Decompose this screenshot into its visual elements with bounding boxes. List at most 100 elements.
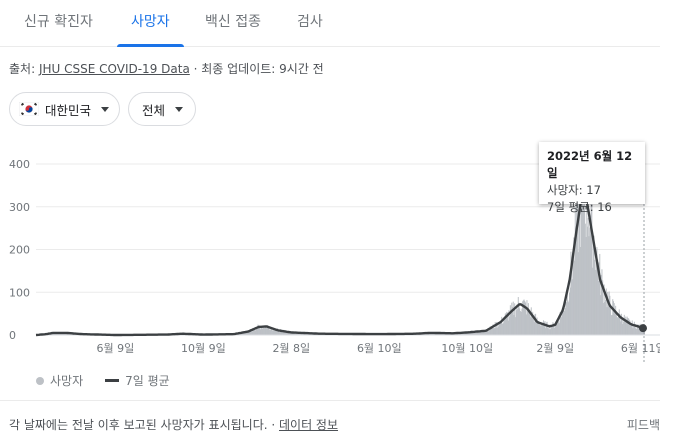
tooltip-date: 2022년 6월 12일 <box>547 149 633 180</box>
bar <box>243 332 245 335</box>
bar <box>623 321 625 335</box>
bar <box>538 324 540 335</box>
bar <box>548 328 550 335</box>
bar <box>59 333 61 335</box>
bar <box>478 331 480 335</box>
data-info-link[interactable]: 데이터 정보 <box>279 418 339 432</box>
bar <box>624 319 626 335</box>
bar <box>587 226 589 335</box>
bar <box>481 330 483 335</box>
bar <box>429 333 431 335</box>
bar <box>598 262 600 335</box>
footnote-text: 각 날짜에는 전날 이후 보고된 사망자가 표시됩니다. · <box>9 418 279 432</box>
bar <box>593 235 595 335</box>
y-tick-label: 400 <box>9 158 30 171</box>
bar <box>489 326 491 335</box>
bar <box>524 300 526 335</box>
bar <box>580 162 582 335</box>
bar <box>263 328 265 335</box>
bar <box>562 306 564 335</box>
bar <box>63 333 65 335</box>
bar <box>486 330 488 335</box>
bar <box>630 325 632 335</box>
bar <box>547 327 549 335</box>
tab-new-cases[interactable]: 신규 확진자 <box>24 14 93 30</box>
bar <box>494 322 496 335</box>
bar <box>632 328 634 335</box>
bar <box>471 331 473 335</box>
bar <box>276 328 278 335</box>
bar <box>568 292 570 335</box>
bar <box>509 305 511 335</box>
bar <box>640 328 642 335</box>
bar <box>577 252 579 335</box>
bar <box>610 315 612 335</box>
x-tick-label: 6월 11일 <box>621 341 660 355</box>
tab-vaccinations[interactable]: 백신 접종 <box>205 14 261 30</box>
tab-testing[interactable]: 검사 <box>297 14 323 30</box>
bar <box>504 319 506 335</box>
footnote: 각 날짜에는 전날 이후 보고된 사망자가 표시됩니다. · 데이터 정보 <box>9 416 338 433</box>
bar <box>523 299 525 335</box>
bar <box>556 322 558 335</box>
bar <box>519 308 521 335</box>
bar <box>492 324 494 335</box>
bar <box>571 270 573 335</box>
deaths-chart[interactable]: 0 100 200 300 400 6월 9일 10월 9일 2월 8일 6월 10일 10월 1… <box>0 140 660 362</box>
region-dropdown[interactable]: 대한민국 <box>9 92 120 126</box>
bar <box>522 301 524 335</box>
region-label: 대한민국 <box>45 102 92 118</box>
bar <box>576 192 578 335</box>
tab-deaths[interactable]: 사망자 <box>117 0 184 47</box>
bar <box>628 318 630 335</box>
legend-bars-label: 사망자 <box>50 374 84 388</box>
bar <box>568 302 570 335</box>
bar <box>563 311 565 335</box>
bar <box>626 316 628 335</box>
bar <box>542 323 544 335</box>
bar <box>271 330 273 335</box>
bar <box>573 237 575 335</box>
bar <box>595 253 597 335</box>
bar <box>268 326 270 335</box>
bar <box>278 331 280 335</box>
bar <box>625 316 627 335</box>
bar <box>556 321 558 335</box>
bar <box>264 326 266 335</box>
active-tab-underline <box>117 44 184 47</box>
bar <box>634 323 636 335</box>
y-tick-label: 100 <box>9 286 30 299</box>
chevron-down-icon <box>101 106 110 112</box>
bar <box>507 320 509 335</box>
bar <box>543 320 545 335</box>
bar <box>579 194 581 335</box>
legend-line-label: 7일 평균 <box>125 374 170 388</box>
bar <box>633 321 635 335</box>
period-dropdown[interactable]: 전체 <box>128 92 196 126</box>
bar <box>437 333 439 335</box>
bar <box>641 329 643 335</box>
bar <box>493 328 495 335</box>
bar <box>618 315 620 335</box>
bar <box>567 300 569 335</box>
feedback-link[interactable]: 피드백 <box>626 418 660 432</box>
bar <box>564 308 566 335</box>
source-link[interactable]: JHU CSSE COVID-19 Data <box>38 62 190 76</box>
bar <box>518 302 520 335</box>
bar <box>480 331 482 335</box>
bar <box>621 319 623 335</box>
x-tick-label: 6월 10일 <box>357 341 402 355</box>
y-tick-label: 0 <box>9 329 16 342</box>
bar <box>245 332 247 335</box>
bar <box>619 314 621 335</box>
bar <box>561 310 563 335</box>
bar <box>604 302 606 335</box>
bar <box>559 312 561 335</box>
bar <box>582 148 584 335</box>
bar <box>244 332 246 335</box>
bar <box>591 188 593 335</box>
bar <box>545 322 547 335</box>
bar <box>249 331 251 335</box>
bar <box>511 302 513 335</box>
bar <box>279 332 281 335</box>
